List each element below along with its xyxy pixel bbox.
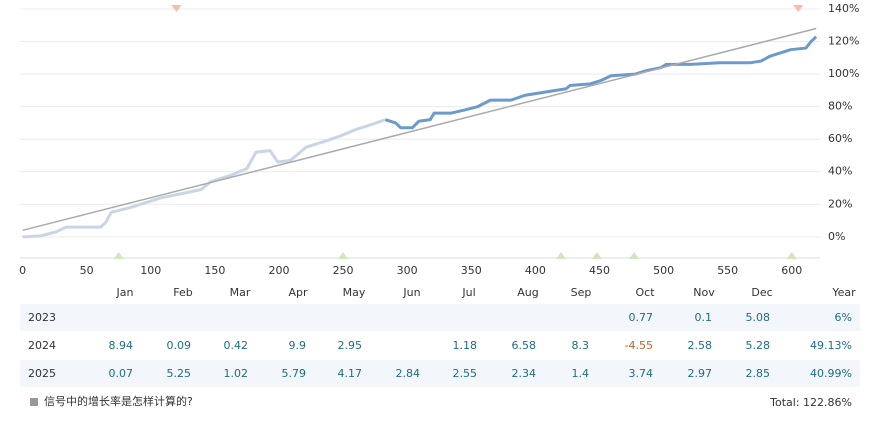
y-tick-label: 0% (828, 230, 845, 243)
cell-value: -4.55 (625, 339, 653, 352)
x-tick-label: 350 (461, 264, 482, 277)
x-tick-label: 500 (653, 264, 674, 277)
row-label: 2025 (28, 367, 56, 380)
column-header: Nov (693, 286, 715, 299)
cell-value: 49.13% (810, 339, 852, 352)
cell-value: 3.74 (629, 367, 654, 380)
cell-value: 5.08 (746, 311, 771, 324)
row-bg (20, 304, 860, 331)
column-header: Oct (635, 286, 655, 299)
y-tick-label: 100% (828, 67, 859, 80)
signal-marker (591, 252, 602, 259)
x-tick-label: 400 (525, 264, 546, 277)
cell-value: 6% (835, 311, 852, 324)
signal-marker (113, 252, 124, 259)
y-tick-label: 60% (828, 132, 852, 145)
help-link[interactable]: 信号中的增长率是怎样计算的? (44, 394, 193, 408)
signal-marker (793, 5, 804, 12)
row-bg (20, 360, 860, 387)
column-header: Dec (751, 286, 772, 299)
column-header: Year (831, 286, 856, 299)
cell-value: 2.34 (512, 367, 537, 380)
y-tick-label: 40% (828, 165, 852, 178)
cell-value: 5.28 (746, 339, 771, 352)
signal-marker (629, 252, 640, 259)
column-header: Feb (173, 286, 192, 299)
row-label: 2023 (28, 311, 56, 324)
y-tick-label: 140% (828, 2, 859, 15)
cell-value: 2.55 (453, 367, 478, 380)
cell-value: 1.18 (453, 339, 478, 352)
row-label: 2024 (28, 339, 56, 352)
cell-value: 9.9 (289, 339, 307, 352)
cell-value: 5.25 (167, 367, 192, 380)
y-tick-label: 120% (828, 35, 859, 48)
cell-value: 2.97 (688, 367, 713, 380)
cell-value: 0.77 (629, 311, 654, 324)
cell-value: 2.84 (396, 367, 421, 380)
cell-value: 0.1 (695, 311, 713, 324)
cell-value: 0.42 (224, 339, 249, 352)
x-tick-label: 550 (717, 264, 738, 277)
series-line (22, 118, 386, 239)
cell-value: 8.94 (109, 339, 134, 352)
column-header: Sep (571, 286, 592, 299)
cell-value: 2.58 (688, 339, 713, 352)
cell-value: 6.58 (512, 339, 537, 352)
column-header: Jan (116, 286, 134, 299)
y-tick-label: 80% (828, 100, 852, 113)
column-header: Jul (461, 286, 475, 299)
cell-value: 5.79 (282, 367, 307, 380)
x-tick-label: 150 (204, 264, 225, 277)
cell-value: 2.85 (746, 367, 771, 380)
cell-value: 2.95 (338, 339, 363, 352)
cell-value: 0.09 (167, 339, 192, 352)
y-tick-label: 20% (828, 197, 852, 210)
signal-marker (786, 252, 797, 259)
help-icon (30, 398, 38, 406)
cell-value: 1.4 (572, 367, 590, 380)
x-tick-label: 50 (80, 264, 94, 277)
total: Total: 122.86% (769, 396, 852, 409)
column-header: May (343, 286, 366, 299)
x-tick-label: 450 (589, 264, 610, 277)
cell-value: 4.17 (338, 367, 363, 380)
signal-marker (338, 252, 349, 259)
cell-value: 8.3 (572, 339, 590, 352)
column-header: Aug (517, 286, 538, 299)
series-line (384, 35, 818, 130)
x-tick-label: 600 (781, 264, 802, 277)
column-header: Mar (230, 286, 251, 299)
cell-value: 0.07 (109, 367, 134, 380)
signal-marker (556, 252, 567, 259)
x-tick-label: 300 (397, 264, 418, 277)
cell-value: 1.02 (224, 367, 249, 380)
column-header: Apr (288, 286, 308, 299)
column-header: Jun (402, 286, 420, 299)
series-line (22, 27, 817, 232)
signal-marker (171, 5, 182, 12)
x-tick-label: 200 (268, 264, 289, 277)
x-tick-label: 250 (333, 264, 354, 277)
x-tick-label: 100 (140, 264, 161, 277)
x-tick-label: 0 (19, 264, 26, 277)
cell-value: 40.99% (810, 367, 852, 380)
